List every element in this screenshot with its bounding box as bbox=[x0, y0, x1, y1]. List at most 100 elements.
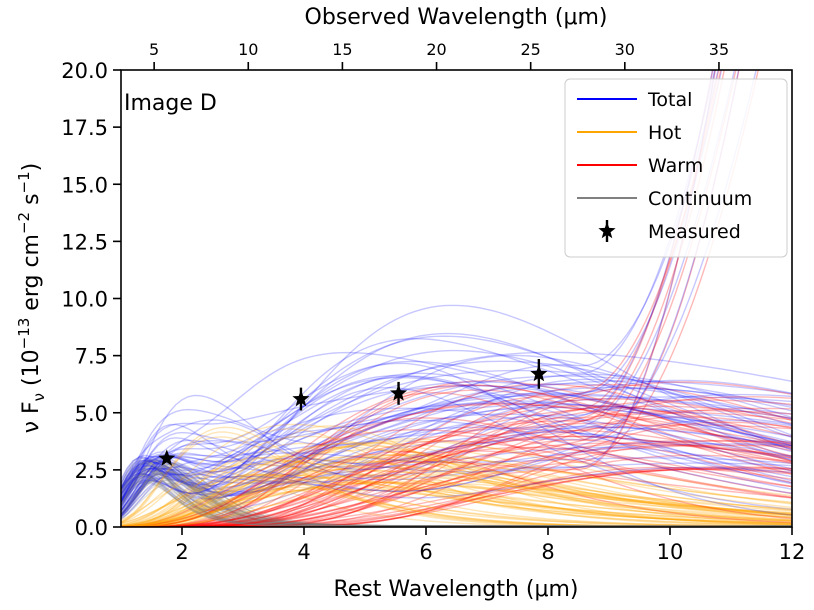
continuum-curve bbox=[121, 465, 792, 527]
warm-curve bbox=[121, 402, 792, 527]
continuum-curve bbox=[121, 471, 792, 527]
total-curve bbox=[121, 376, 792, 503]
legend-item: Warm bbox=[577, 155, 703, 177]
hot-curve bbox=[121, 428, 792, 527]
warm-curve bbox=[121, 422, 792, 527]
total-curve bbox=[121, 373, 792, 512]
warm-curve bbox=[121, 389, 792, 527]
top-tick-label: 20 bbox=[426, 40, 446, 59]
measured-points bbox=[158, 359, 548, 466]
continuum-curve bbox=[121, 474, 792, 527]
total-curve bbox=[121, 379, 792, 490]
hot-curve bbox=[121, 488, 792, 527]
total-curve bbox=[121, 386, 792, 487]
hot-curve bbox=[121, 441, 792, 527]
warm-curve bbox=[121, 435, 792, 527]
continuum-curve bbox=[121, 458, 792, 527]
hot-curve bbox=[121, 425, 792, 527]
continuum-curve bbox=[121, 466, 792, 527]
total-curve bbox=[121, 387, 792, 493]
hot-curve bbox=[121, 465, 792, 527]
continuum-curve bbox=[121, 470, 792, 527]
hot-curve bbox=[121, 468, 792, 527]
hot-curve bbox=[121, 440, 792, 527]
continuum-curve bbox=[121, 459, 792, 527]
warm-curve bbox=[121, 403, 792, 527]
x-tick-label: 10 bbox=[657, 540, 684, 564]
total-curve bbox=[121, 407, 792, 492]
hot-curve bbox=[121, 476, 792, 527]
hot-curve bbox=[121, 438, 792, 527]
total-curve bbox=[121, 351, 792, 489]
total-curve bbox=[121, 406, 792, 498]
hot-curve bbox=[121, 455, 792, 526]
hot-curve bbox=[121, 442, 792, 527]
hot-curve bbox=[121, 453, 792, 527]
warm-curve bbox=[121, 442, 792, 527]
warm-curve bbox=[121, 70, 740, 527]
hot-curve bbox=[121, 444, 792, 527]
hot-curve bbox=[121, 480, 792, 527]
continuum-curve bbox=[121, 462, 792, 527]
legend-label: Warm bbox=[648, 155, 703, 177]
continuum-curve bbox=[121, 459, 792, 527]
x-axis-ticks: 2 4 6 8 10 12 bbox=[175, 527, 805, 564]
continuum-curve bbox=[121, 461, 792, 527]
total-curve bbox=[121, 386, 792, 515]
hot-curve bbox=[121, 460, 792, 527]
total-curve bbox=[121, 378, 792, 515]
total-curve bbox=[121, 393, 792, 502]
continuum-curve bbox=[121, 479, 792, 527]
total-curve bbox=[121, 70, 740, 520]
hot-curve bbox=[121, 461, 792, 527]
top-tick-label: 35 bbox=[709, 40, 729, 59]
continuum-curve bbox=[121, 467, 792, 527]
continuum-curve bbox=[121, 472, 792, 527]
total-curve bbox=[121, 396, 792, 517]
continuum-curve bbox=[121, 462, 792, 527]
total-curve bbox=[121, 335, 792, 502]
hot-curve bbox=[121, 454, 792, 527]
continuum-curve bbox=[121, 478, 792, 527]
continuum-curve bbox=[121, 458, 792, 527]
continuum-curve bbox=[121, 465, 792, 527]
legend-item: Measured bbox=[598, 220, 741, 243]
total-curve bbox=[121, 426, 792, 504]
continuum-curve bbox=[121, 470, 792, 527]
total-curve bbox=[121, 404, 792, 500]
warm-curve bbox=[121, 429, 792, 527]
continuum-curve bbox=[121, 474, 792, 527]
warm-curve bbox=[121, 444, 792, 527]
continuum-curve bbox=[121, 457, 792, 527]
continuum-curve bbox=[121, 476, 792, 527]
warm-curve bbox=[121, 383, 792, 527]
continuum-curve bbox=[121, 466, 792, 527]
continuum-curve bbox=[121, 473, 792, 527]
continuum-curve bbox=[121, 463, 792, 527]
measured-point bbox=[158, 449, 176, 466]
y-tick-label: 0.0 bbox=[75, 516, 108, 540]
total-curve bbox=[121, 360, 792, 503]
hot-curve bbox=[121, 489, 792, 527]
total-curve bbox=[121, 419, 792, 507]
x-axis-label: Rest Wavelength (μm) bbox=[333, 577, 578, 602]
continuum-curve bbox=[121, 471, 792, 527]
hot-curve bbox=[121, 466, 792, 527]
warm-curve bbox=[121, 429, 792, 527]
total-curve bbox=[121, 380, 792, 501]
warm-curve bbox=[121, 384, 792, 527]
hot-curve bbox=[121, 459, 792, 527]
total-curve bbox=[121, 439, 792, 515]
total-curve bbox=[121, 426, 792, 513]
x-tick-label: 2 bbox=[175, 540, 188, 564]
continuum-curve bbox=[121, 472, 792, 527]
total-curve bbox=[121, 452, 792, 497]
continuum-curve bbox=[121, 469, 792, 527]
measured-point bbox=[390, 381, 408, 405]
total-curve bbox=[121, 372, 792, 516]
hot-curve bbox=[121, 473, 792, 527]
continuum-curve bbox=[121, 467, 792, 527]
continuum-curve bbox=[121, 469, 792, 527]
warm-curve bbox=[121, 440, 792, 527]
